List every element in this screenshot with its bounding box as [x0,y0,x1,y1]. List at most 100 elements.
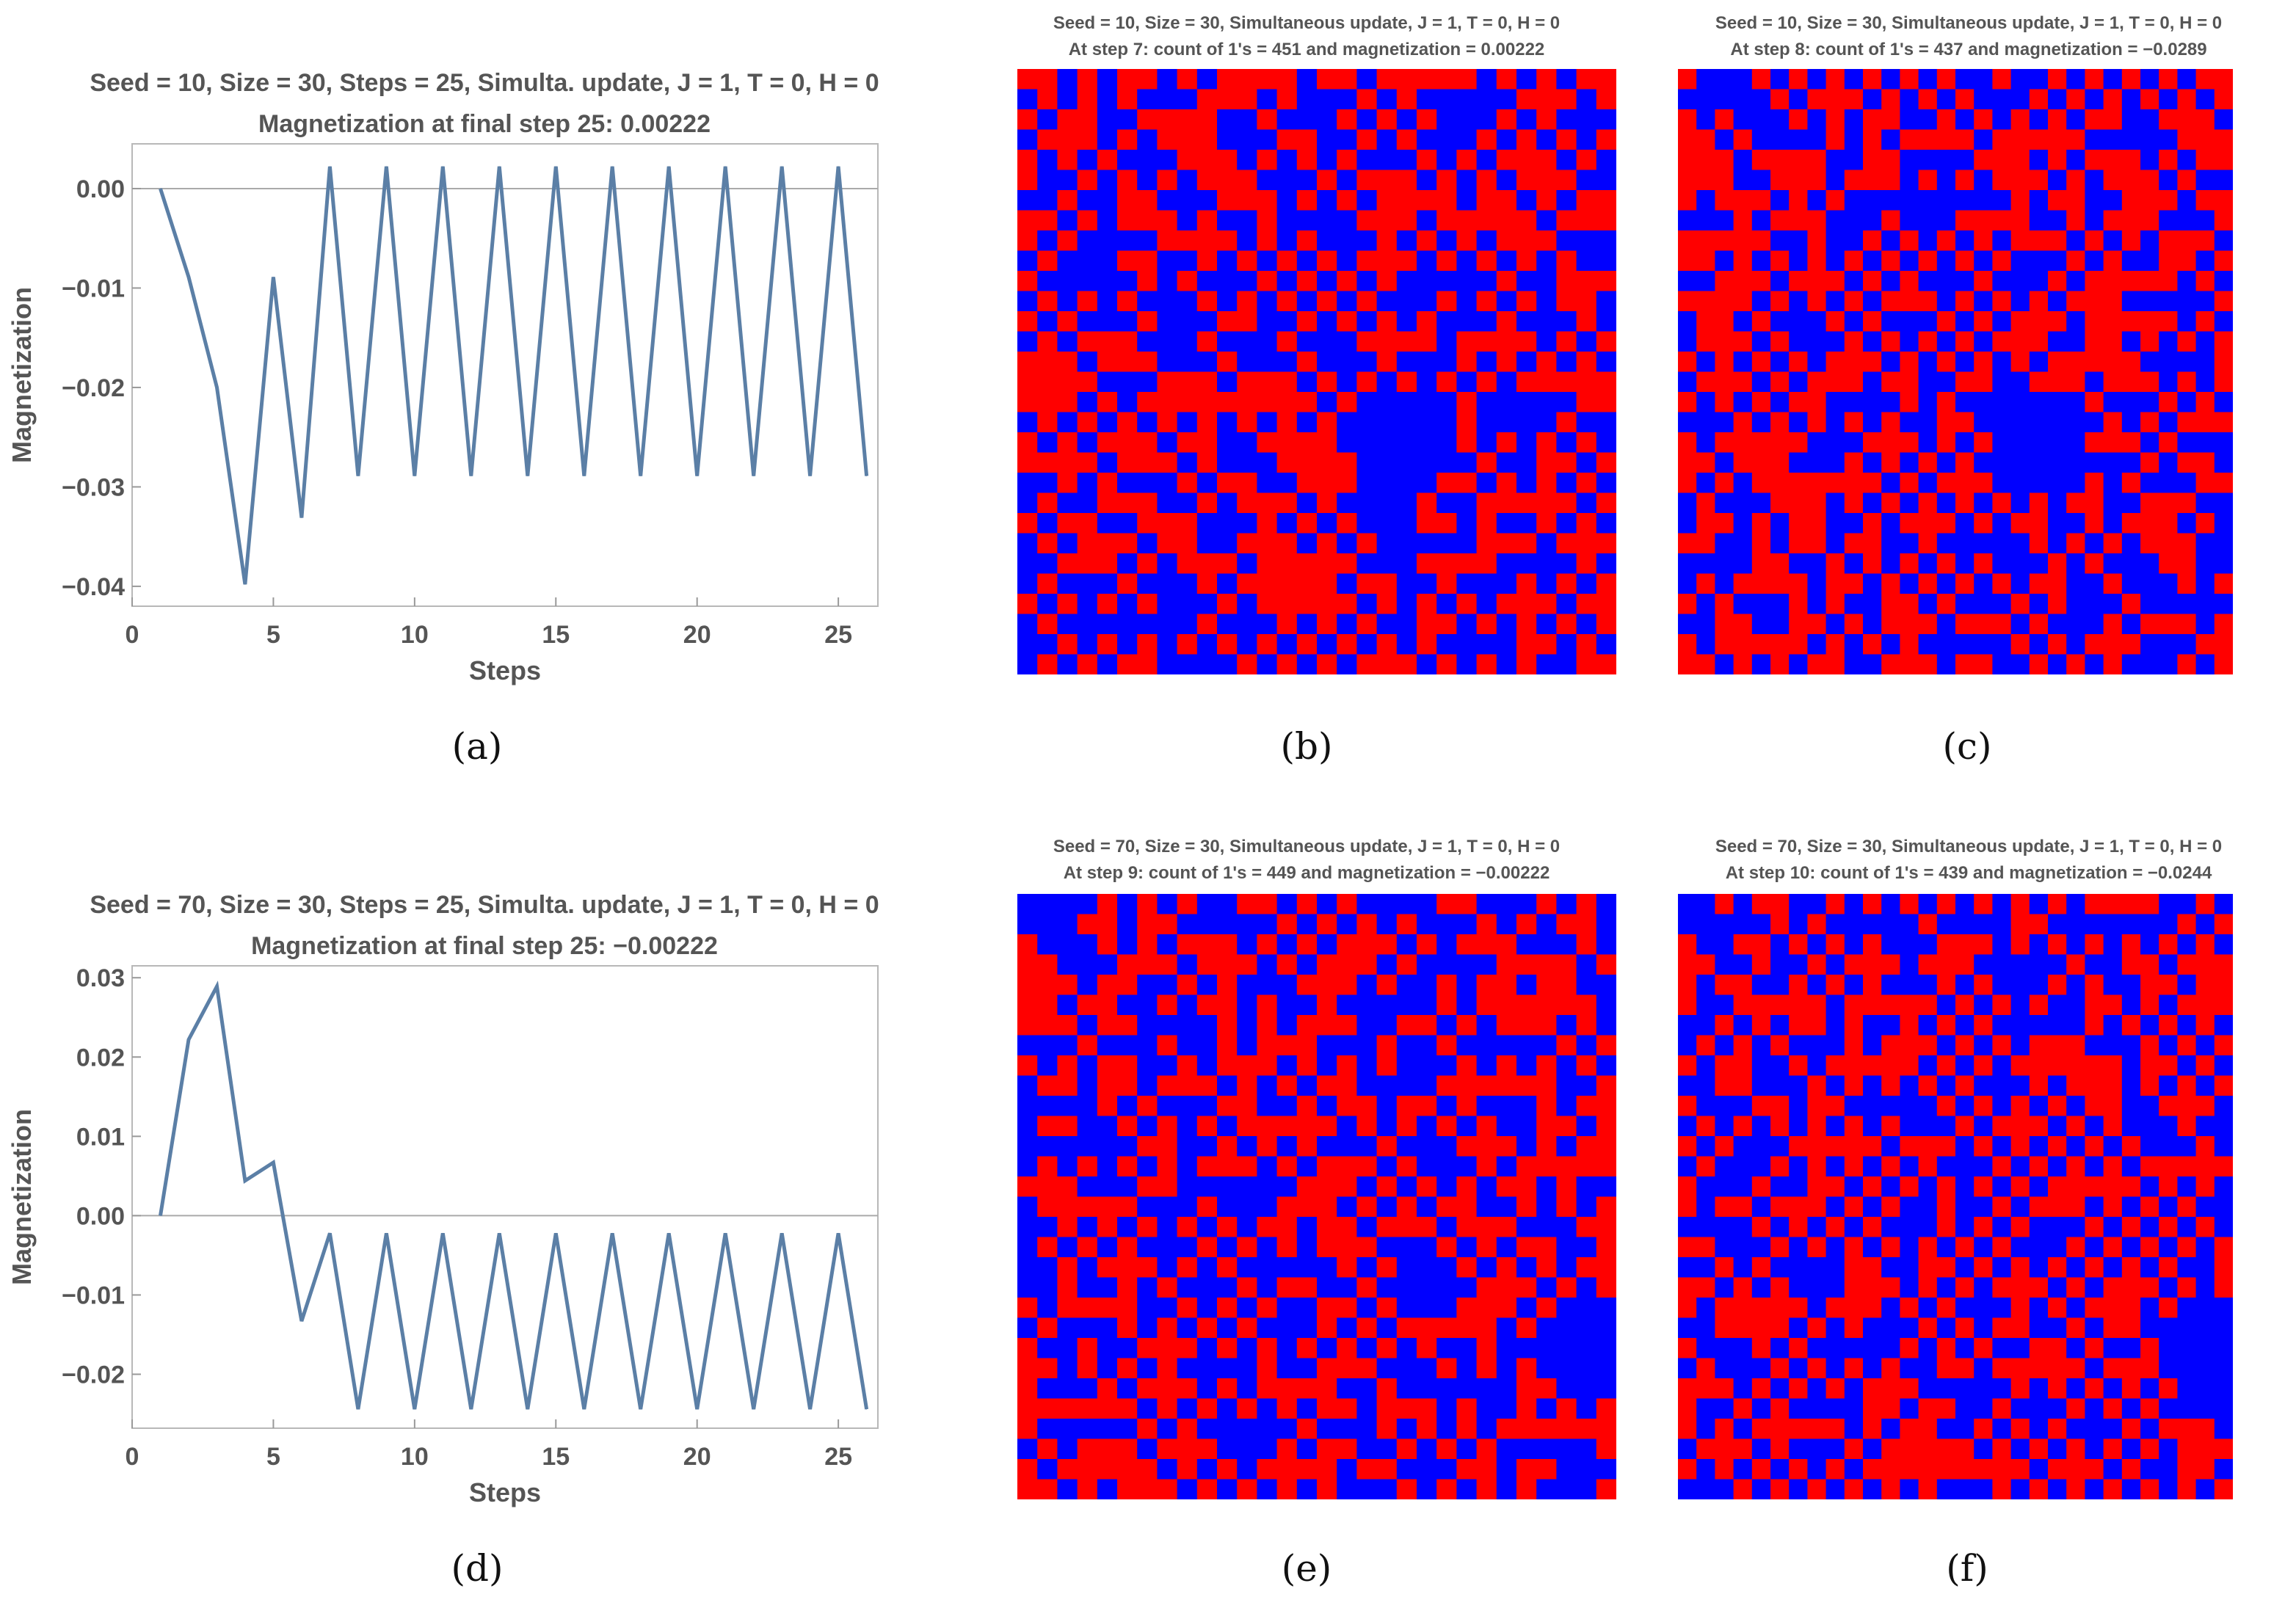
grid-b-cell [1556,654,1577,675]
grid-f-cell [1844,1116,1864,1137]
grid-c-cell [1881,412,1900,433]
grid-f-cell [2066,1136,2085,1157]
grid-b-cell [1516,230,1537,252]
grid-f-cell [1789,1378,1808,1400]
grid-c-cell [2029,432,2049,454]
grid-c-cell [1900,573,1919,594]
grid-c-cell [2177,473,2197,494]
grid-b-cell [1017,250,1038,272]
grid-b-cell [1596,392,1617,413]
grid-c-cell [1770,492,1790,514]
grid-c-cell [1992,432,2012,454]
grid-f-cell [2085,994,2104,1016]
grid-e-cell [1097,1035,1118,1056]
grid-f-cell [1696,1096,1715,1117]
chart-d-ytick-label: −0.01 [62,1281,125,1309]
grid-e-cell [1196,1317,1218,1339]
grid-f-cell [1678,914,1697,935]
grid-b-cell [1376,250,1398,272]
grid-b-cell [1456,634,1478,655]
grid-f-cell [2048,1237,2067,1258]
grid-f-cell [2159,1136,2178,1157]
grid-c-cell [2121,594,2141,615]
grid-f-cell [1770,914,1790,935]
grid-f-cell [1863,975,1882,996]
grid-b-cell [1196,352,1218,373]
grid-f-cell [1863,1479,1882,1500]
grid-e-cell [1057,1338,1078,1359]
grid-c-cell [1678,352,1697,373]
grid-f-cell [1807,1176,1827,1198]
grid-c-cell [1678,311,1697,332]
grid-f-cell [2085,1136,2104,1157]
grid-c-cell [2214,352,2234,373]
grid-c-cell [2214,109,2234,131]
grid-e-cell [1317,994,1337,1016]
grid-f-cell [1733,1035,1753,1056]
grid-f-cell [1992,1116,2012,1137]
grid-b-cell [1097,250,1118,272]
grid-c-cell [1825,89,1845,110]
grid-b-cell [1137,230,1158,252]
grid-e-cell [1117,1217,1138,1238]
grid-f-cell [1715,1358,1734,1379]
grid-e-cell [1516,1317,1537,1339]
grid-e-cell [1337,1257,1357,1278]
grid-e-cell [1237,1196,1257,1218]
grid-c-cell [2085,573,2104,594]
grid-e-cell [1117,954,1138,975]
grid-e-cell [1436,1298,1457,1319]
grid-e-cell [1177,914,1198,935]
grid-f-cell [2010,1156,2030,1177]
grid-f-cell [2159,1015,2178,1036]
grid-b-cell [1296,230,1318,252]
grid-c-cell [1678,89,1697,110]
grid-c-cell [2121,271,2141,292]
grid-c-cell [2177,573,2197,594]
grid-b-cell [1417,190,1437,211]
grid-b-cell [1077,150,1098,171]
grid-f-cell [1992,1196,2012,1218]
grid-b-cell [1376,190,1398,211]
grid-e-cell [1157,1217,1178,1238]
grid-e-cell [1496,994,1517,1016]
grid-b-cell [1596,371,1617,393]
grid-e-cell [1317,1136,1337,1157]
grid-f-cell [1733,975,1753,996]
grid-e-cell [1337,1438,1357,1460]
grid-b-cell [1017,654,1038,675]
grid-f-cell [1807,914,1827,935]
grid-b-cell [1576,109,1597,131]
grid-b-cell [1496,170,1517,191]
grid-e-cell [1337,975,1357,996]
grid-f-cell [1844,1277,1864,1298]
grid-b-cell [1576,311,1597,332]
grid-e-cell [1436,1277,1457,1298]
grid-b-cell [1496,614,1517,635]
grid-e-cell [1177,1217,1198,1238]
grid-b-cell [1396,331,1417,352]
grid-c-cell [1696,250,1715,272]
grid-b-cell [1436,129,1457,150]
grid-c-cell [1955,614,1975,635]
grid-f-cell [1825,1136,1845,1157]
grid-c-cell [2177,452,2197,473]
grid-e-cell [1117,1298,1138,1319]
grid-c-cell [1918,230,1938,252]
grid-b-cell [1257,150,1278,171]
grid-e-cell [1396,1196,1417,1218]
grid-e-cell [1296,1419,1318,1440]
grid-c-cell [2214,170,2234,191]
grid-c-cell [1733,271,1753,292]
grid-c-cell [1936,89,1956,110]
grid-b-cell [1337,129,1357,150]
grid-e-cell [1077,1237,1098,1258]
grid-f-cell [1825,894,1845,915]
grid-c-cell [1881,654,1900,675]
chart-d-ytick-label: −0.02 [62,1361,125,1389]
grid-b-cell [1317,452,1337,473]
grid-c-cell [2159,594,2178,615]
grid-e-cell [1057,994,1078,1016]
grid-f-cell [1770,1419,1790,1440]
grid-f-cell [1918,914,1938,935]
